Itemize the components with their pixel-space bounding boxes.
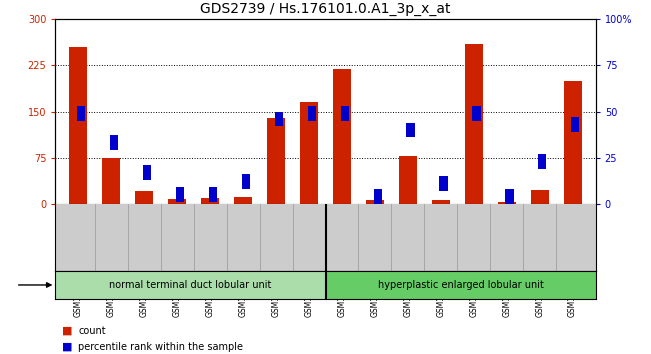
Title: GDS2739 / Hs.176101.0.A1_3p_x_at: GDS2739 / Hs.176101.0.A1_3p_x_at <box>201 2 450 16</box>
Bar <box>275 112 283 126</box>
Text: count: count <box>78 326 105 336</box>
Text: normal terminal duct lobular unit: normal terminal duct lobular unit <box>109 280 271 290</box>
Bar <box>333 69 351 204</box>
Bar <box>77 106 85 121</box>
Bar <box>176 187 184 202</box>
Bar <box>439 176 448 191</box>
Bar <box>267 118 285 204</box>
Bar <box>432 200 450 204</box>
Bar <box>564 81 581 204</box>
Bar <box>326 271 596 299</box>
Bar <box>571 117 579 132</box>
Bar <box>308 106 316 121</box>
Bar <box>366 200 384 204</box>
Bar <box>110 136 118 150</box>
Bar <box>143 165 151 179</box>
Bar <box>505 189 514 204</box>
Bar <box>497 202 516 204</box>
Bar <box>209 187 217 202</box>
Bar <box>300 102 318 204</box>
Bar <box>374 189 381 204</box>
Bar <box>465 44 483 204</box>
Bar <box>102 158 120 204</box>
Bar <box>234 198 252 204</box>
Text: ■: ■ <box>62 342 72 352</box>
Bar <box>135 191 154 204</box>
Text: ■: ■ <box>62 326 72 336</box>
Bar <box>201 198 219 204</box>
Text: percentile rank within the sample: percentile rank within the sample <box>78 342 243 352</box>
Bar <box>55 271 325 299</box>
Bar <box>473 106 480 121</box>
Bar <box>406 122 415 137</box>
Bar <box>168 199 186 204</box>
Bar <box>538 154 546 169</box>
Bar <box>531 190 549 204</box>
Bar <box>340 106 349 121</box>
Bar <box>242 174 250 189</box>
Text: hyperplastic enlarged lobular unit: hyperplastic enlarged lobular unit <box>378 280 544 290</box>
Bar <box>399 156 417 204</box>
Bar <box>70 47 87 204</box>
